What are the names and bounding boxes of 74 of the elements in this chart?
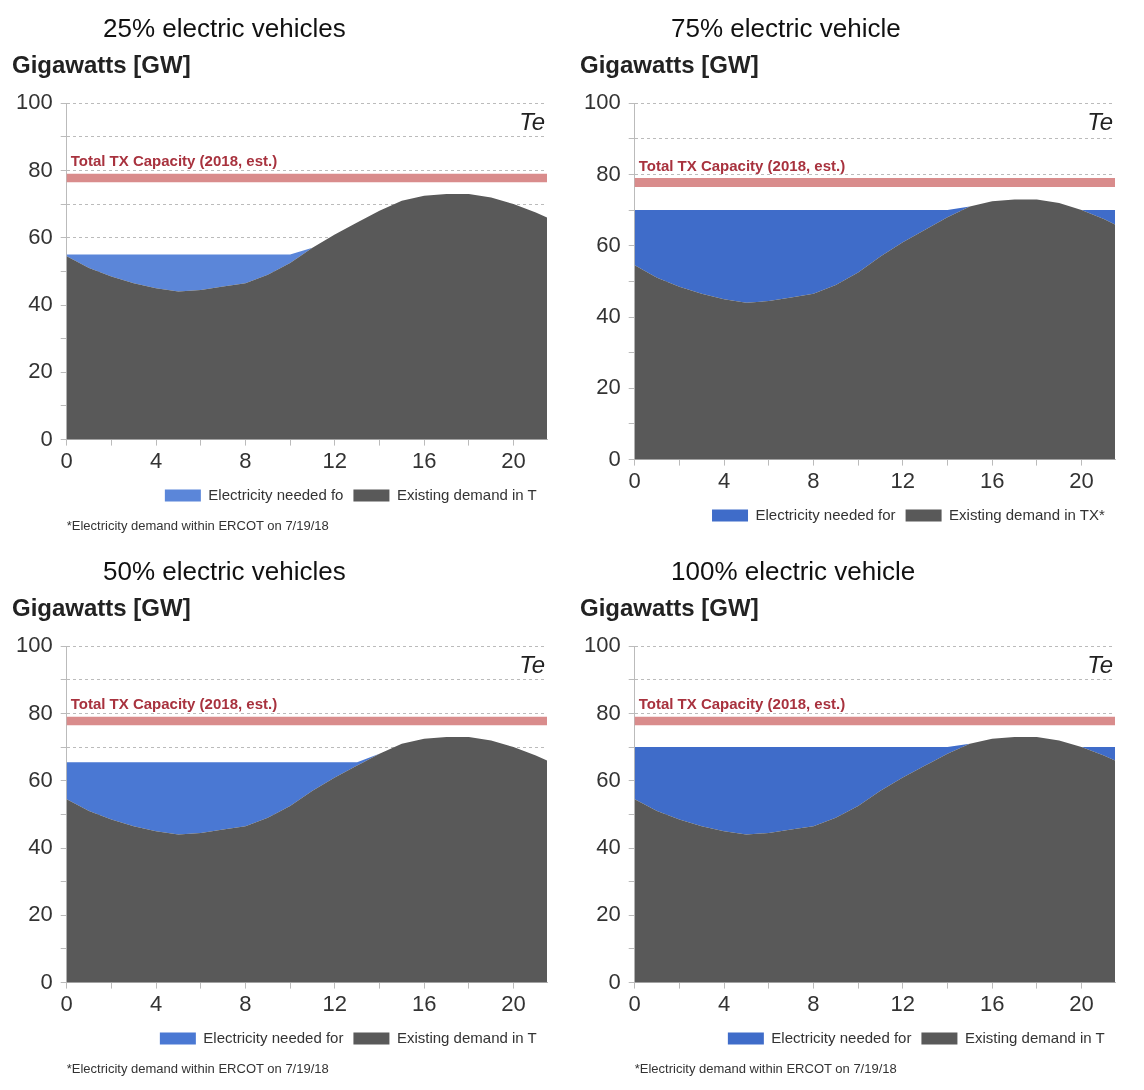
x-tick-label: 16 (411, 447, 437, 473)
x-tick-label: 20 (501, 447, 526, 473)
legend-label: Electricity needed for (203, 1028, 344, 1046)
legend-label: Existing demand in T (396, 485, 537, 503)
y-tick-label: 0 (40, 968, 53, 994)
y-tick-label: 60 (28, 223, 53, 249)
y-axis-title: Gigawatts [GW] (11, 593, 192, 623)
band-label: Total TX Capacity (2018, est.) (70, 695, 278, 713)
text: *Electricity demand within ERCOT on 7/19/18 (66, 1061, 329, 1077)
x-tick-label: 4 (149, 990, 163, 1016)
x-tick-label: 12 (890, 467, 916, 493)
legend-label: Existing demand in TX* (949, 505, 1105, 523)
y-tick-label: 0 (608, 968, 621, 994)
x-tick-label: 16 (979, 467, 1005, 493)
x-tick-label: 20 (1069, 467, 1094, 493)
y-tick-label: 60 (596, 231, 621, 257)
x-tick-label: 8 (239, 990, 252, 1016)
y-tick-label: 20 (596, 901, 621, 927)
x-tick-label: 4 (717, 990, 731, 1016)
x-tick-label: 0 (60, 447, 73, 473)
y-tick-label: 40 (596, 834, 621, 860)
y-tick-label: 40 (28, 834, 53, 860)
chart-title: 100% electric vehicle (670, 555, 917, 588)
x-tick-label: 12 (890, 990, 916, 1016)
y-tick-label: 100 (15, 89, 53, 115)
annotation: Te (1087, 107, 1113, 135)
y-tick-label: 20 (28, 901, 53, 927)
chart-title: 75% electric vehicle (670, 12, 902, 45)
x-tick-label: 12 (322, 990, 348, 1016)
y-tick-label: 60 (28, 766, 53, 792)
y-tick-label: 20 (596, 374, 621, 400)
chart-title: 25% electric vehicles (102, 12, 347, 45)
y-tick-label: 40 (28, 291, 53, 317)
text: *Electricity demand within ERCOT on 7/19/18 (634, 1061, 897, 1077)
band-label: Total TX Capacity (2018, est.) (70, 152, 278, 170)
y-tick-label: 80 (596, 699, 621, 725)
y-tick-label: 80 (28, 156, 53, 182)
chart-title: 50% electric vehicles (102, 555, 347, 588)
x-tick-label: 12 (322, 447, 348, 473)
annotation: Te (519, 650, 545, 678)
legend-label: Existing demand in T (396, 1028, 537, 1046)
x-tick-label: 0 (628, 467, 641, 493)
band-label: Total TX Capacity (2018, est.) (638, 695, 846, 713)
legend-label: Electricity needed for (755, 505, 896, 523)
y-tick-label: 80 (28, 699, 53, 725)
x-tick-label: 20 (1069, 990, 1094, 1016)
y-tick-label: 80 (596, 160, 621, 186)
x-tick-label: 16 (411, 990, 437, 1016)
y-tick-label: 40 (596, 303, 621, 329)
x-tick-label: 8 (239, 447, 252, 473)
y-tick-label: 100 (15, 632, 53, 658)
x-tick-label: 0 (60, 990, 73, 1016)
y-tick-label: 100 (583, 89, 621, 115)
x-tick-label: 8 (807, 990, 820, 1016)
band-label: Total TX Capacity (2018, est.) (638, 156, 846, 174)
legend-label: Existing demand in T (964, 1028, 1105, 1046)
x-tick-label: 4 (149, 447, 163, 473)
text: *Electricity demand within ERCOT on 7/19/18 (66, 518, 329, 534)
annotation: Te (519, 107, 545, 135)
y-axis-title: Gigawatts [GW] (579, 593, 760, 623)
x-tick-label: 20 (501, 990, 526, 1016)
y-tick-label: 60 (596, 766, 621, 792)
annotation: Te (1087, 650, 1113, 678)
x-tick-label: 0 (628, 990, 641, 1016)
x-tick-label: 4 (717, 467, 731, 493)
y-tick-label: 0 (40, 425, 53, 451)
x-tick-label: 8 (807, 467, 820, 493)
x-tick-label: 16 (979, 990, 1005, 1016)
legend-label: Electricity needed for (771, 1028, 912, 1046)
y-tick-label: 20 (28, 358, 53, 384)
y-axis-title: Gigawatts [GW] (11, 50, 192, 80)
y-axis-title: Gigawatts [GW] (579, 50, 760, 80)
legend-label: Electricity needed fo (208, 485, 344, 503)
y-tick-label: 100 (583, 632, 621, 658)
